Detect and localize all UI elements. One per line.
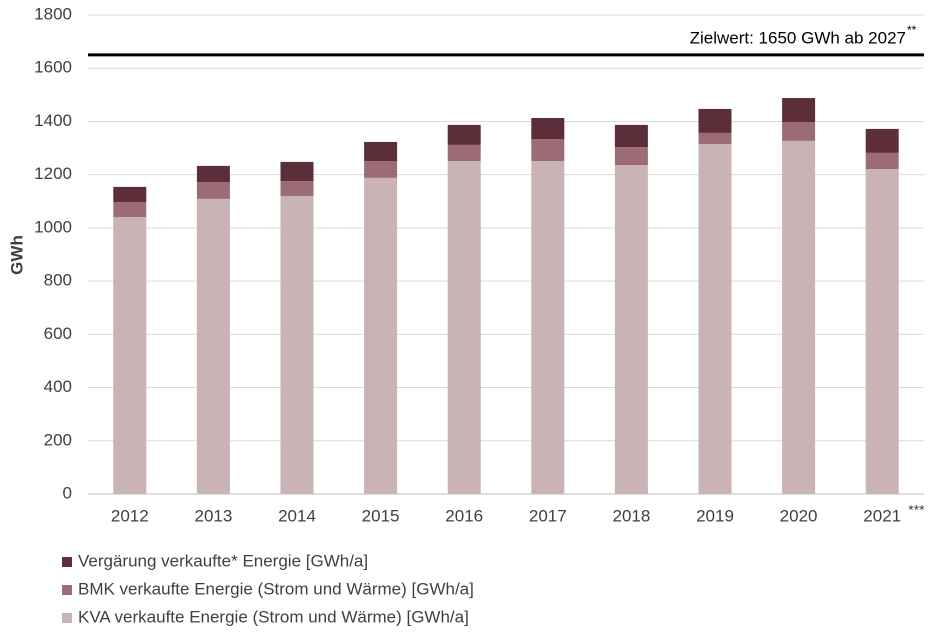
bar-segment <box>698 144 732 494</box>
target-footnote: ** <box>907 23 917 37</box>
bar-segment <box>531 161 565 494</box>
x-tick-label: 2012 <box>111 506 149 525</box>
x-tick-label: 2014 <box>278 506 316 525</box>
bar-segment <box>364 177 398 495</box>
x-tick-label: 2017 <box>529 506 567 525</box>
bar-segment <box>698 108 732 133</box>
y-tick-label: 400 <box>44 377 72 396</box>
bar-segment <box>196 165 230 183</box>
bar-segment <box>531 139 565 162</box>
bar-segment <box>196 198 230 494</box>
x-tick-label: 2016 <box>445 506 483 525</box>
bar-segment <box>364 161 398 178</box>
x-tick-label: 2021 <box>863 506 901 525</box>
bar-segment <box>782 98 816 122</box>
bar-segment <box>196 182 230 199</box>
bar-segment <box>782 121 816 141</box>
y-tick-label: 0 <box>63 483 72 502</box>
bar-segment <box>113 202 147 217</box>
bar-segment <box>614 146 648 166</box>
bar-segment <box>865 128 899 153</box>
x-tick-label: 2013 <box>194 506 232 525</box>
x-tick-label: 2018 <box>612 506 650 525</box>
legend-swatch <box>62 613 72 623</box>
y-tick-label: 1600 <box>34 58 72 77</box>
y-axis-label: GWh <box>7 235 26 275</box>
category-footnote: *** <box>908 502 925 518</box>
bar-segment <box>865 169 899 494</box>
y-tick-label: 1200 <box>34 164 72 183</box>
bar-segment <box>447 144 481 162</box>
y-tick-label: 1800 <box>34 4 72 23</box>
bar-segment <box>113 216 147 494</box>
legend-swatch <box>62 585 72 595</box>
bar-segment <box>364 141 398 162</box>
bar-segment <box>614 165 648 494</box>
y-tick-label: 1400 <box>34 111 72 130</box>
legend-label: BMK verkaufte Energie (Strom und Wärme) … <box>78 579 474 598</box>
legend-swatch <box>62 557 72 567</box>
bar-segment <box>280 181 314 196</box>
target-label: Zielwert: 1650 GWh ab 2027 <box>690 28 906 47</box>
bar-segment <box>280 195 314 494</box>
x-tick-label: 2015 <box>362 506 400 525</box>
bar-segment <box>698 132 732 145</box>
bar-segment <box>531 117 565 140</box>
y-tick-label: 600 <box>44 324 72 343</box>
x-tick-label: 2019 <box>696 506 734 525</box>
bar-segment <box>447 161 481 494</box>
y-tick-label: 200 <box>44 430 72 449</box>
legend-label: KVA verkaufte Energie (Strom und Wärme) … <box>78 607 469 626</box>
bar-segment <box>113 186 147 203</box>
legend-label: Vergärung verkaufte* Energie [GWh/a] <box>78 551 368 570</box>
bar-segment <box>280 161 314 182</box>
bar-segment <box>782 140 816 495</box>
bar-segment <box>614 124 648 147</box>
y-tick-label: 1000 <box>34 217 72 236</box>
bar-segment <box>865 152 899 170</box>
y-tick-label: 800 <box>44 271 72 290</box>
bar-segment <box>447 124 481 145</box>
x-tick-label: 2020 <box>780 506 818 525</box>
